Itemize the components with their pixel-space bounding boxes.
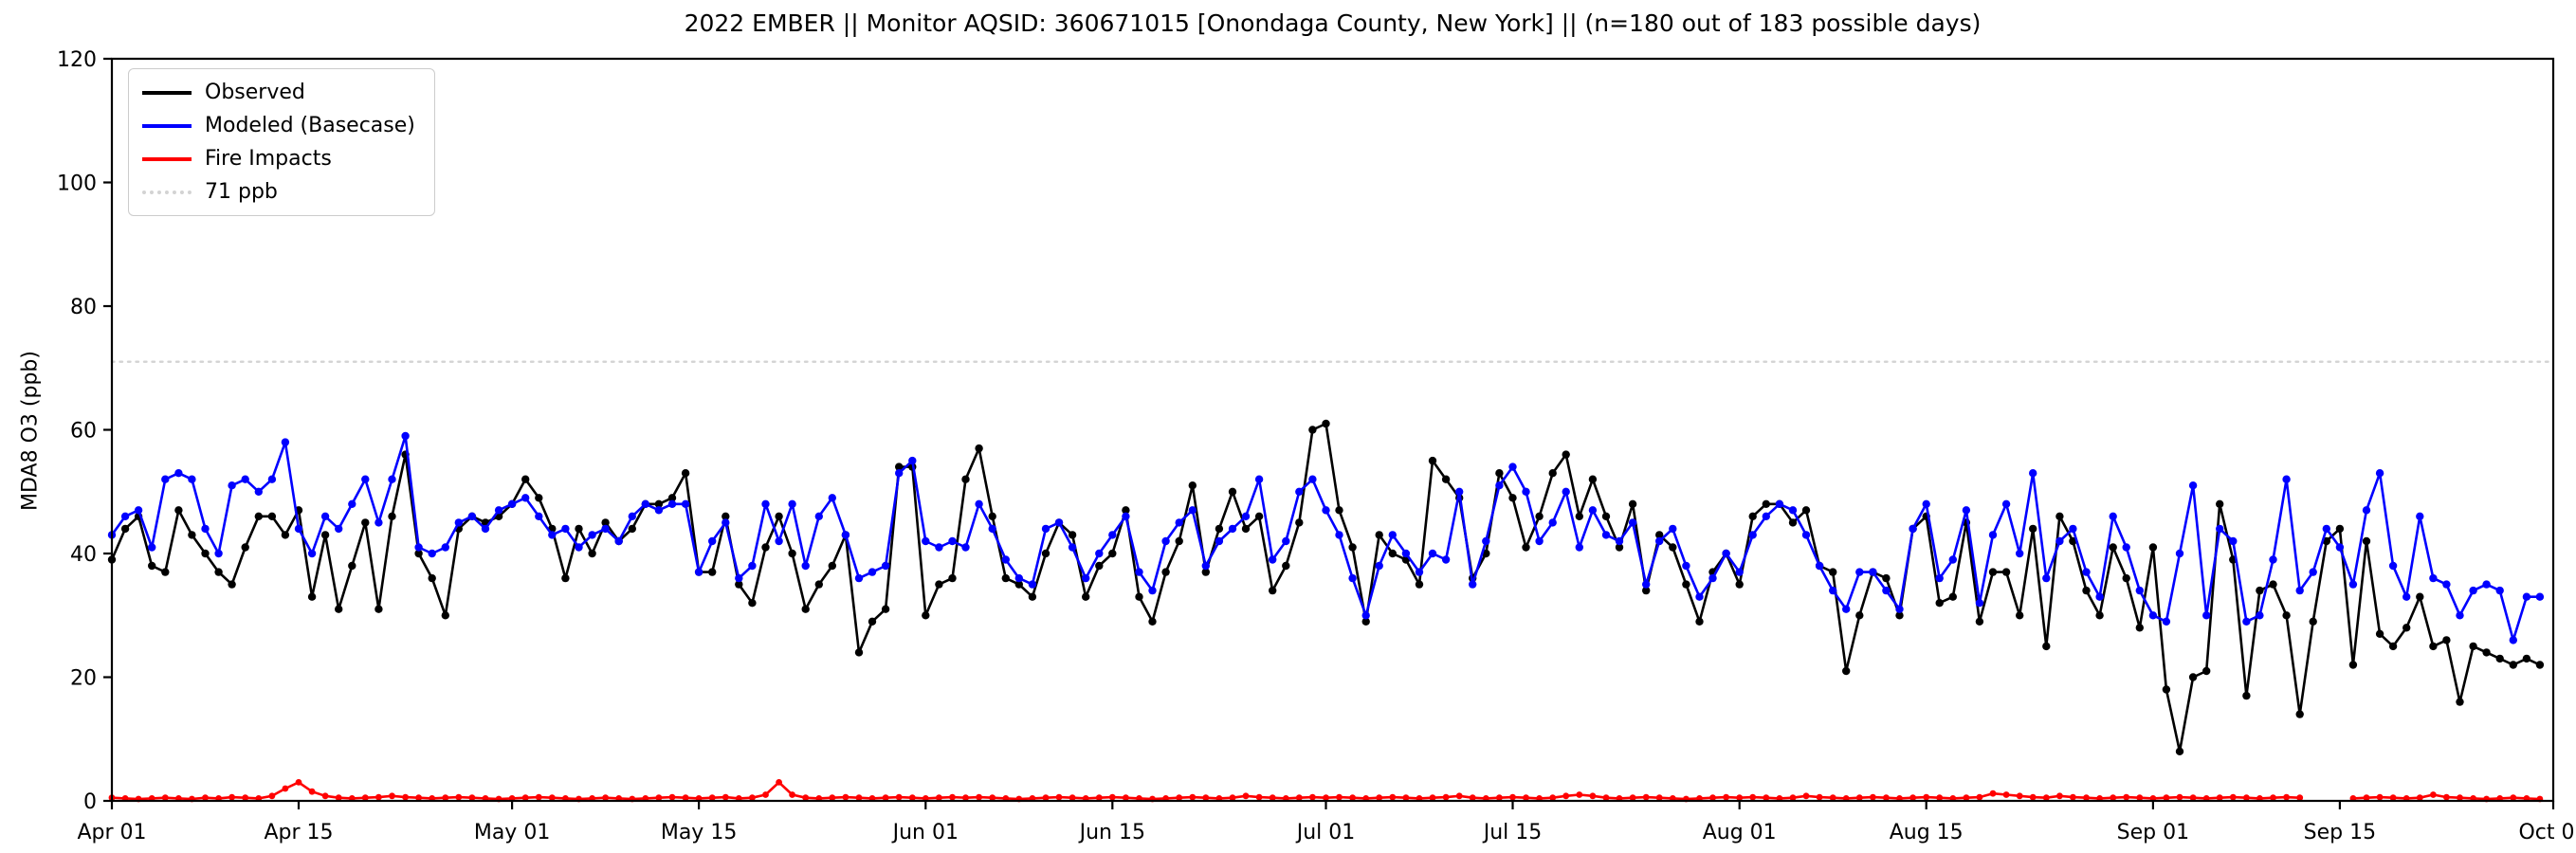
legend-item-fire-impacts: Fire Impacts bbox=[142, 147, 415, 171]
y-tick-label: 80 bbox=[70, 296, 97, 319]
legend-label-modeled: Modeled (Basecase) bbox=[205, 114, 415, 137]
series-markers-0 bbox=[107, 419, 2545, 755]
plot-border bbox=[110, 57, 2555, 803]
x-tick-label: Apr 01 bbox=[77, 821, 146, 844]
series-line-1 bbox=[110, 434, 2540, 642]
y-tick-label: 100 bbox=[57, 172, 97, 196]
x-tick-label: Jul 01 bbox=[1295, 821, 1356, 844]
observed-line-sample bbox=[142, 90, 192, 95]
series-markers-2 bbox=[108, 779, 2544, 803]
legend: Observed Modeled (Basecase) Fire Impacts… bbox=[128, 68, 435, 216]
series-line-0 bbox=[110, 422, 2541, 753]
x-tick-label: Jun 01 bbox=[891, 821, 959, 844]
legend-item-observed: Observed bbox=[142, 81, 415, 104]
x-tick-label: Jul 15 bbox=[1482, 821, 1543, 844]
x-tick-label: Sep 01 bbox=[2117, 821, 2189, 844]
x-tick-label: Aug 01 bbox=[1703, 821, 1777, 844]
legend-item-reference-line: 71 ppb bbox=[142, 180, 415, 204]
modeled-line-sample bbox=[142, 123, 192, 128]
x-tick-label: Sep 15 bbox=[2304, 821, 2376, 844]
y-tick-label: 120 bbox=[57, 48, 97, 72]
fire-impacts-line-sample bbox=[142, 156, 192, 161]
x-tick-label: May 01 bbox=[474, 821, 550, 844]
x-tick-label: Jun 15 bbox=[1078, 821, 1145, 844]
legend-label-reference-line: 71 ppb bbox=[205, 180, 278, 204]
y-tick-label: 60 bbox=[70, 420, 97, 444]
series-markers-1 bbox=[107, 431, 2545, 644]
x-tick-label: Apr 15 bbox=[264, 821, 333, 844]
x-tick-label: Aug 15 bbox=[1890, 821, 1964, 844]
y-tick-label: 0 bbox=[83, 790, 97, 814]
x-tick-label: May 15 bbox=[661, 821, 737, 844]
legend-label-observed: Observed bbox=[205, 81, 305, 104]
chart-title: 2022 EMBER || Monitor AQSID: 360671015 [… bbox=[684, 9, 1982, 37]
y-tick-label: 20 bbox=[70, 667, 97, 691]
legend-label-fire-impacts: Fire Impacts bbox=[205, 147, 332, 171]
x-tick-label: Oct 01 bbox=[2518, 821, 2576, 844]
y-tick-label: 40 bbox=[70, 543, 97, 567]
reference-line-sample bbox=[142, 190, 192, 194]
legend-item-modeled: Modeled (Basecase) bbox=[142, 114, 415, 137]
